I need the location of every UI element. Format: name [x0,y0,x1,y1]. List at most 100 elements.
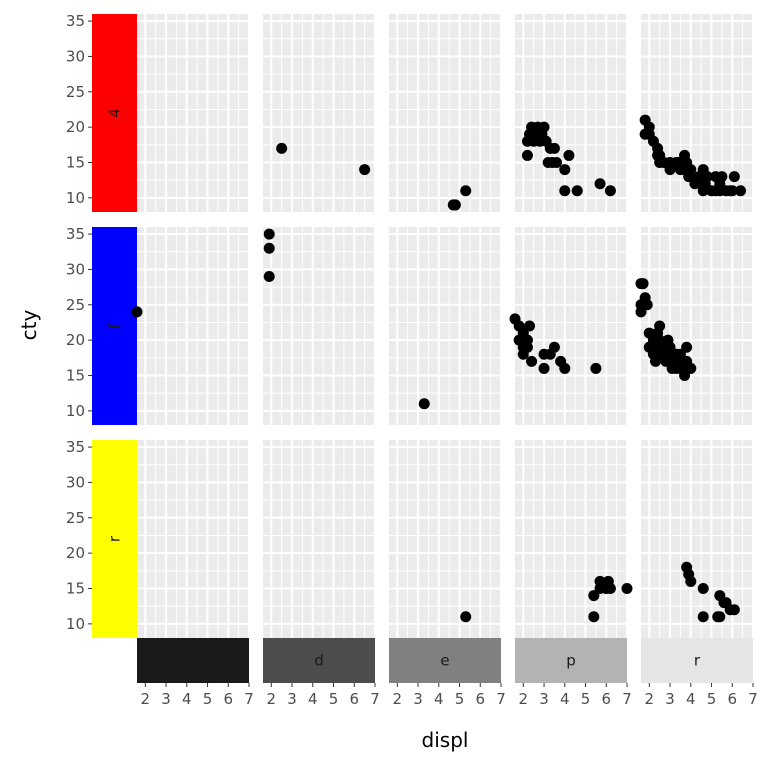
data-point [526,355,538,367]
data-point [697,611,709,623]
panel-background [389,14,501,212]
data-point [681,341,693,353]
x-tick-label: 3 [539,690,549,708]
x-tick-label: 5 [581,690,591,708]
x-tick-label: 7 [370,690,380,708]
x-tick-label: 6 [475,690,485,708]
x-tick-label: 3 [413,690,423,708]
data-point [548,142,560,154]
x-tick-label: 3 [161,690,171,708]
data-point [604,185,616,197]
panel-r1-c0 [137,227,250,425]
row-strip-label-0: 4 [106,108,124,118]
data-point [276,142,288,154]
data-point [359,164,371,176]
x-tick-label: 3 [665,690,675,708]
data-point [550,157,562,168]
data-point [588,590,600,602]
y-tick-label: 20 [66,118,85,136]
x-tick-label: 2 [393,690,403,708]
data-point [685,164,697,176]
y-tick-label: 35 [66,12,85,30]
data-point [660,341,672,353]
data-point [524,320,536,332]
data-point [538,362,550,374]
panel-background [263,227,375,425]
x-tick-label: 7 [622,690,632,708]
data-point [263,242,275,254]
data-point [571,185,583,197]
data-point [697,583,709,594]
x-tick-label: 2 [141,690,151,708]
x-tick-label: 5 [329,690,339,708]
data-point [588,611,600,623]
y-tick-label: 15 [66,367,85,385]
x-tick-label: 3 [287,690,297,708]
y-tick-label: 25 [66,509,85,527]
x-axis-title: displ [422,728,469,752]
data-point [643,128,655,140]
data-point [559,164,571,176]
panel-r0-c3 [515,14,628,212]
panel-background [137,440,249,638]
column-strip-label-2: e [440,652,449,670]
x-tick-label: 5 [455,690,465,708]
x-tick-label: 7 [244,690,254,708]
column-strip-2 [389,638,501,683]
row-strip-2 [92,440,137,638]
x-tick-label: 2 [267,690,277,708]
x-tick-label: 2 [519,690,529,708]
x-tick-label: 4 [182,690,192,708]
column-strip-4 [641,638,753,683]
data-point [701,171,713,183]
data-point [716,171,728,183]
x-tick-label: 7 [748,690,758,708]
panel-r0-c1 [263,14,376,212]
y-tick-label: 20 [66,544,85,562]
data-point [263,228,275,240]
data-point [594,575,606,587]
panel-background [137,14,249,212]
data-point [735,185,747,197]
data-point [521,341,533,353]
data-point [621,583,633,594]
y-tick-label: 10 [66,615,85,633]
data-point [714,611,726,623]
column-strip-label-3: p [566,652,576,670]
data-point [666,362,678,374]
row-strip-0 [92,14,137,212]
x-tick-label: 4 [434,690,444,708]
data-point [460,611,472,623]
data-point [559,185,571,197]
y-tick-label: 30 [66,260,85,278]
x-tick-label: 5 [203,690,213,708]
x-tick-label: 7 [496,690,506,708]
x-tick-label: 4 [560,690,570,708]
x-tick-label: 4 [308,690,318,708]
x-tick-label: 6 [727,690,737,708]
column-strip-label-1: d [314,652,324,670]
column-strip-label-4: r [694,652,701,670]
data-point [538,121,550,133]
panel-r2-c1 [263,440,376,638]
column-strip-0 [137,638,249,683]
y-tick-label: 35 [66,225,85,243]
data-point [685,362,697,374]
panel-background [137,227,249,425]
y-tick-label: 35 [66,438,85,456]
x-tick-label: 6 [349,690,359,708]
panel-background [263,14,375,212]
data-point [590,362,602,374]
data-point [449,199,461,211]
y-axis-title: cty [17,310,41,341]
row-strip-label-1: f [106,323,124,329]
x-tick-label: 6 [223,690,233,708]
y-tick-label: 30 [66,47,85,65]
data-point [548,341,560,353]
data-point [563,149,575,161]
panel-r0-c0 [137,14,250,212]
y-tick-label: 25 [66,83,85,101]
panel-r0-c2 [389,14,502,212]
y-tick-label: 10 [66,189,85,207]
